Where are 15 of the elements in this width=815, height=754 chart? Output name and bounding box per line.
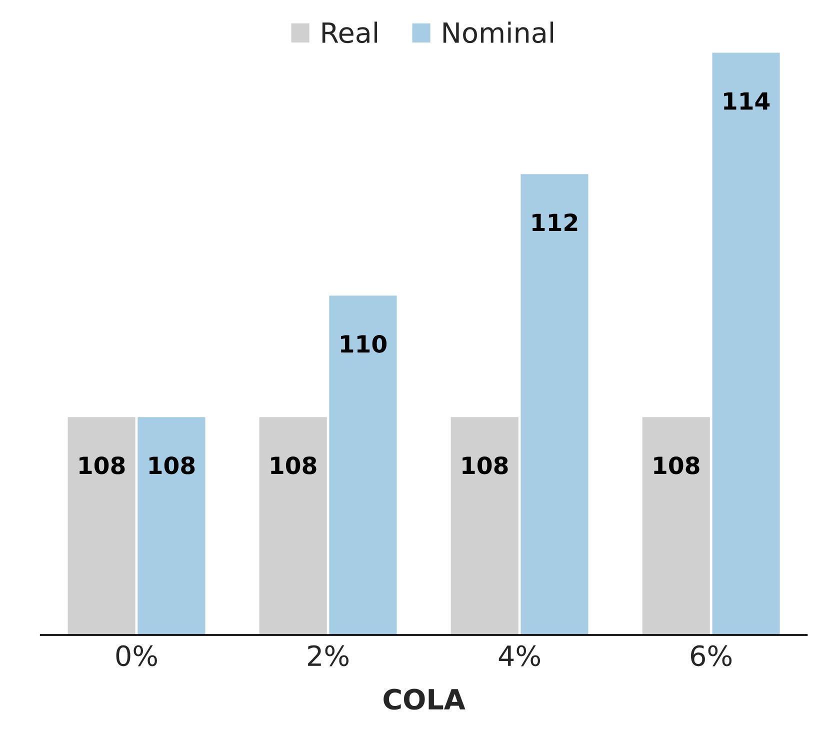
x-axis-title: COLA — [384, 688, 466, 710]
data-label: 108 — [462, 456, 508, 474]
data-label: 108 — [80, 456, 125, 474]
x-tick-label: 2% — [308, 645, 349, 666]
legend-label: Real — [322, 22, 378, 44]
x-tick-label: 6% — [690, 645, 732, 666]
legend-label: Nominal — [443, 22, 554, 44]
data-label: 108 — [654, 456, 700, 474]
data-label: 112 — [532, 214, 578, 232]
data-label: 108 — [149, 456, 195, 474]
data-label: 114 — [724, 92, 770, 110]
data-label: 110 — [341, 334, 387, 353]
x-tick-label: 4% — [498, 645, 540, 666]
data-label: 108 — [271, 456, 316, 474]
x-tick-label: 0% — [116, 645, 158, 666]
